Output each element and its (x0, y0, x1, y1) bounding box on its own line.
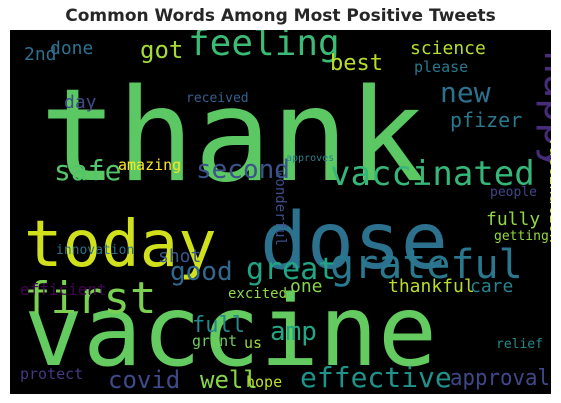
word-efficient: efficient (20, 280, 107, 299)
word-excited: excited (228, 286, 287, 302)
word-full: full (192, 313, 245, 338)
word-care: care (470, 276, 513, 297)
word-effective: effective (300, 361, 452, 394)
word-amp: amp (270, 317, 317, 347)
word-received: received (186, 91, 249, 106)
word-people: people (490, 185, 537, 200)
word-shot: shot (158, 246, 201, 267)
word-feeling: feeling (188, 30, 340, 64)
word-2nd: 2nd (24, 44, 57, 65)
word-happy: happy (535, 50, 551, 170)
word-getting: getting (494, 229, 549, 244)
word-vaccinated: vaccinated (330, 154, 535, 194)
word-thankful: thankful (388, 276, 475, 297)
word-dose: dose (260, 197, 448, 287)
word-done: done (50, 38, 93, 59)
word-got: got (140, 36, 183, 64)
word-great: great (246, 252, 336, 287)
word-first: first (24, 273, 156, 324)
word-grateful: grateful (330, 242, 523, 288)
word-relief: relief (496, 337, 543, 352)
word-safe: safe (54, 154, 121, 187)
word-vaccine: vaccine (24, 275, 437, 389)
word-please: please (414, 58, 468, 76)
word-well: well (200, 366, 258, 394)
word-new: new (440, 76, 491, 109)
word-cloud: thank vaccine dose today first grateful feelin… (10, 30, 551, 394)
word-wonderful: wonderful (272, 170, 288, 246)
word-vaccination: vaccination (546, 137, 551, 243)
word-hope: hope (246, 373, 282, 391)
word-today: today (24, 208, 217, 282)
word-us: us (244, 334, 262, 352)
word-grant: grant (192, 332, 237, 350)
chart-title: Common Words Among Most Positive Tweets (65, 6, 496, 26)
word-protect: protect (20, 365, 83, 383)
word-innovation: innovation (56, 243, 134, 258)
word-thank: thank (40, 62, 425, 211)
word-approval: approval (450, 366, 550, 391)
word-one: one (290, 276, 323, 297)
word-day: day (64, 92, 97, 113)
word-approves: approves (286, 153, 334, 164)
word-fully: fully (486, 209, 540, 230)
word-science: science (410, 38, 486, 59)
word-amazing: amazing (118, 156, 181, 174)
word-pfizer: pfizer (450, 108, 522, 132)
word-good: good (170, 257, 233, 287)
word-best: best (330, 51, 383, 76)
word-covid: covid (108, 366, 180, 394)
word-second: second (196, 155, 290, 185)
